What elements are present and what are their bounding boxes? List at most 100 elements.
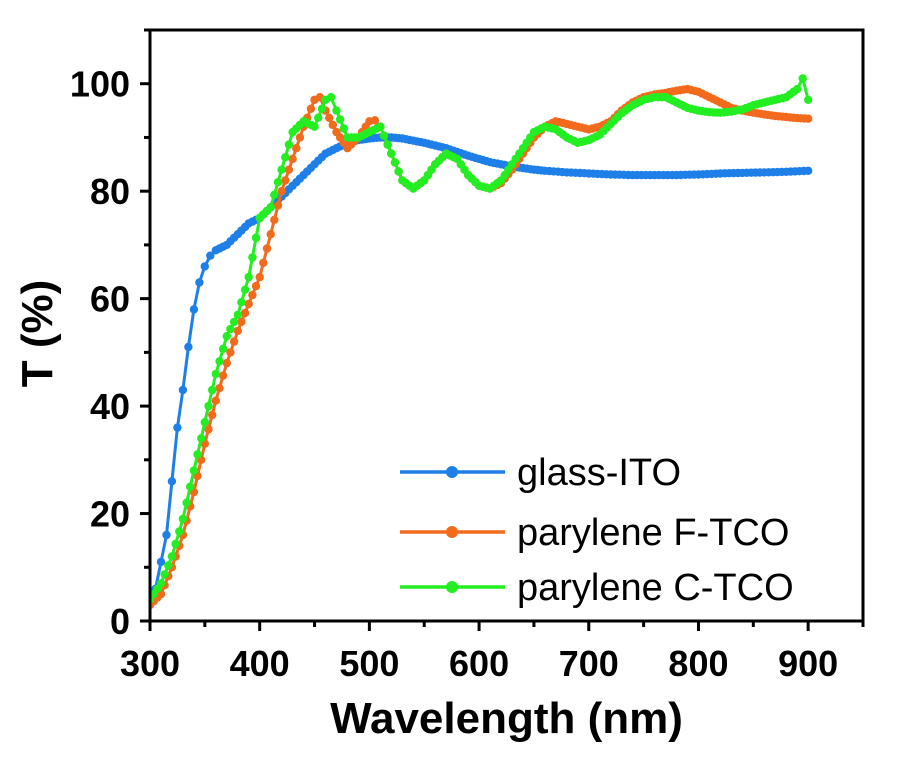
data-point (262, 244, 272, 253)
data-point (156, 557, 166, 567)
data-point (248, 290, 257, 300)
data-point (798, 74, 807, 83)
x-tick-labels: 300 400 500 600 700 800 900 (120, 643, 838, 684)
data-point (211, 396, 220, 405)
data-point (208, 410, 217, 420)
data-point (394, 167, 403, 176)
data-point (218, 344, 228, 353)
data-point (178, 385, 188, 395)
data-point (204, 401, 213, 411)
data-point (222, 332, 231, 341)
data-point (197, 434, 206, 443)
data-point (804, 95, 813, 105)
data-point (266, 230, 275, 239)
x-tick-label: 400 (230, 643, 290, 684)
data-point (200, 262, 209, 271)
data-point (164, 561, 173, 570)
data-point (270, 190, 279, 199)
y-tick-labels: 0 20 40 60 80 100 (70, 64, 130, 642)
data-point (222, 358, 231, 368)
data-point (233, 310, 242, 319)
legend: glass-ITO parylene F-TCO parylene C-TCO (400, 452, 794, 609)
y-tick-label: 20 (90, 494, 130, 535)
data-point (281, 153, 290, 162)
data-point (284, 165, 294, 174)
data-point (314, 113, 323, 123)
data-point (270, 215, 279, 224)
data-point (383, 140, 392, 149)
data-point (162, 530, 171, 540)
y-tick-label: 0 (110, 601, 130, 642)
data-point (273, 201, 283, 210)
data-point (273, 178, 283, 187)
data-point (189, 305, 199, 314)
legend-label: parylene F-TCO (517, 512, 789, 554)
data-point (277, 165, 286, 174)
data-point (215, 384, 224, 393)
data-point (189, 466, 199, 475)
data-point (793, 84, 802, 94)
data-point (804, 166, 813, 175)
x-tick-label: 700 (559, 643, 619, 684)
data-point (335, 115, 345, 124)
data-point (167, 477, 177, 486)
legend-item-3: parylene C-TCO (400, 567, 794, 609)
data-point (255, 272, 264, 282)
y-tick-label: 60 (90, 279, 130, 320)
data-point (379, 131, 389, 140)
data-point (376, 122, 385, 131)
data-point (310, 122, 319, 131)
x-axis-title: Wavelength (nm) (330, 694, 683, 743)
data-point (193, 450, 202, 459)
data-point (240, 285, 250, 294)
y-axis-title: T (%) (13, 280, 62, 388)
data-point (237, 298, 246, 307)
data-point (178, 514, 188, 524)
data-point (244, 299, 253, 309)
series-layer (150, 74, 813, 610)
legend-item-2: parylene F-TCO (400, 512, 789, 554)
data-point (218, 371, 228, 380)
data-point (160, 570, 169, 579)
data-point (200, 418, 209, 427)
plot-frame (148, 28, 865, 623)
data-point (390, 158, 400, 167)
data-point (295, 133, 305, 142)
data-point (215, 357, 224, 366)
data-point (182, 498, 191, 507)
data-point (317, 104, 327, 114)
x-tick-label: 800 (668, 643, 728, 684)
x-tick-label: 300 (120, 643, 180, 684)
y-tick-label: 40 (90, 386, 130, 427)
data-point (292, 144, 301, 153)
series-3 (150, 74, 813, 604)
data-point (167, 552, 177, 561)
data-point (195, 278, 204, 287)
data-point (306, 104, 316, 114)
x-tick-label: 900 (778, 643, 838, 684)
data-point (804, 114, 813, 123)
legend-label: glass-ITO (517, 452, 681, 494)
data-point (184, 342, 193, 352)
data-point (240, 308, 250, 318)
data-point (229, 337, 239, 346)
data-point (277, 187, 286, 196)
data-point (211, 369, 220, 379)
data-point (251, 233, 261, 242)
data-point (248, 253, 257, 262)
data-point (226, 324, 235, 334)
data-point (206, 251, 215, 260)
legend-label: parylene C-TCO (517, 567, 794, 609)
data-point (251, 281, 261, 291)
data-point (156, 579, 166, 588)
data-point (173, 423, 182, 432)
data-point (284, 140, 294, 149)
data-point (387, 149, 396, 158)
data-point (328, 120, 337, 130)
data-point (332, 106, 341, 115)
data-point (204, 425, 213, 434)
legend-item-1: glass-ITO (400, 452, 681, 494)
data-point (229, 317, 239, 327)
data-point (288, 154, 297, 164)
